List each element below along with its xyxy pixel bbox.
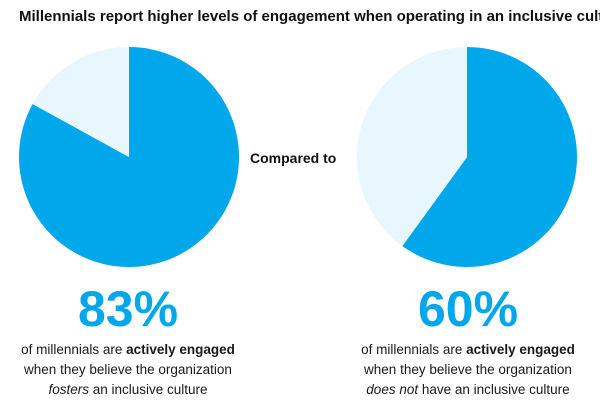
- stat-line1-right: of millennials are actively engaged: [361, 342, 575, 357]
- stat-italic-left: fosters: [48, 382, 89, 397]
- stat-block-right: 60% of millennials are actively engaged …: [338, 284, 598, 400]
- pie-chart-left: [19, 47, 239, 267]
- stat-bold-right: actively engaged: [466, 342, 575, 357]
- stat-italic-right: does not: [366, 382, 419, 397]
- chart-title: Millennials report higher levels of enga…: [19, 8, 600, 25]
- stat-block-left: 83% of millennials are actively engaged …: [0, 284, 258, 400]
- pie-chart-right: [357, 47, 577, 267]
- stat-line1-left: of millennials are actively engaged: [21, 342, 235, 357]
- stat-line2-right: when they believe the organization: [364, 362, 572, 377]
- compare-label: Compared to: [250, 150, 337, 166]
- stat-line3-left: fosters an inclusive culture: [48, 382, 208, 397]
- pie-slice-left-other: [32, 47, 130, 157]
- stat-bold-left: actively engaged: [126, 342, 235, 357]
- pie-slice-right-engaged: [402, 47, 577, 267]
- pie-slice-right-other: [357, 47, 467, 246]
- stat-line3-right: does not have an inclusive culture: [366, 382, 570, 397]
- stat-line2-left: when they believe the organization: [24, 362, 232, 377]
- stat-percent-left: 83%: [77, 281, 179, 337]
- stat-percent-right: 60%: [417, 281, 519, 337]
